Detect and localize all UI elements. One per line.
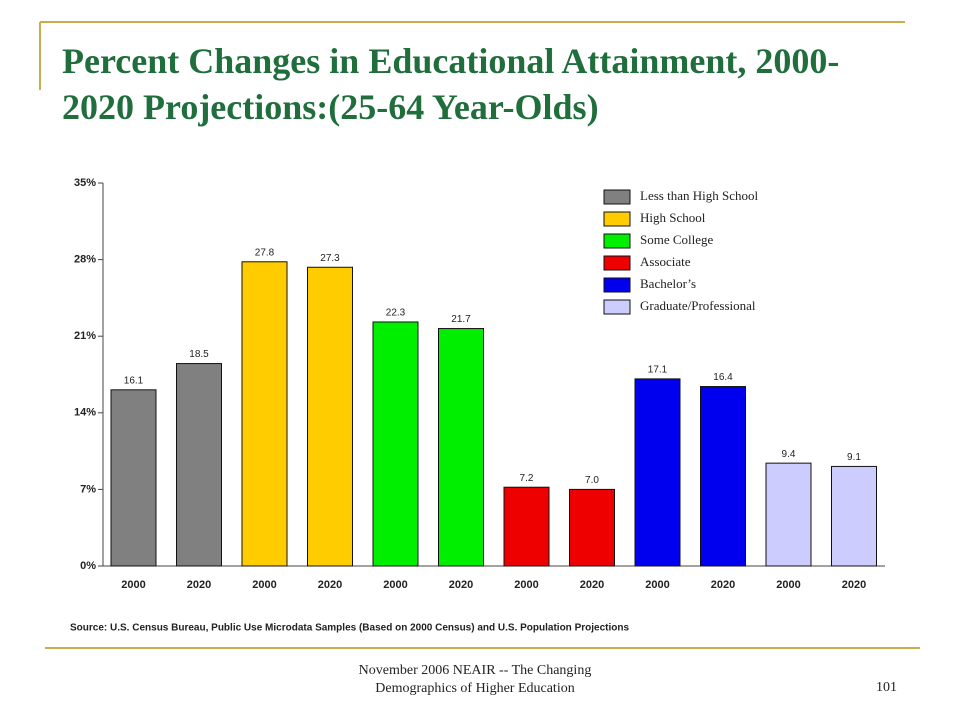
legend-swatch xyxy=(603,299,631,315)
bar xyxy=(241,261,288,567)
x-tick-label: 2020 xyxy=(187,579,211,591)
y-tick-label: 7% xyxy=(80,483,96,495)
bar xyxy=(831,465,877,567)
value-label: 27.3 xyxy=(320,253,340,264)
bar xyxy=(503,486,550,567)
value-label: 21.7 xyxy=(451,314,471,325)
x-tick-label: 2000 xyxy=(645,579,669,591)
value-label: 27.8 xyxy=(255,247,275,258)
y-tick-label: 14% xyxy=(74,407,96,419)
bar xyxy=(307,266,353,567)
value-label: 16.1 xyxy=(124,375,144,386)
value-label: 9.1 xyxy=(847,452,861,463)
x-tick-label: 2020 xyxy=(318,579,342,591)
page-number: 101 xyxy=(876,680,897,695)
x-tick-label: 2020 xyxy=(842,579,866,591)
bar xyxy=(700,386,746,567)
value-label: 17.1 xyxy=(648,365,668,376)
bar xyxy=(372,321,419,567)
legend-swatch xyxy=(603,277,631,293)
x-tick-label: 2000 xyxy=(121,579,145,591)
value-label: 9.4 xyxy=(782,449,796,460)
bar xyxy=(176,363,222,567)
legend-label: Associate xyxy=(640,254,691,269)
bar xyxy=(110,389,157,567)
value-label: 22.3 xyxy=(386,308,406,319)
x-tick-label: 2000 xyxy=(776,579,800,591)
y-tick-label: 21% xyxy=(74,330,96,342)
legend-label: Some College xyxy=(640,232,714,247)
legend-label: Graduate/Professional xyxy=(640,298,756,313)
x-tick-label: 2020 xyxy=(580,579,604,591)
legend-label: Less than High School xyxy=(640,188,758,203)
legend-label: Bachelor’s xyxy=(640,276,696,291)
x-tick-label: 2000 xyxy=(383,579,407,591)
legend-label: High School xyxy=(640,210,706,225)
legend-swatch xyxy=(603,189,631,205)
source-note: Source: U.S. Census Bureau, Public Use M… xyxy=(70,623,629,634)
value-label: 18.5 xyxy=(189,349,209,360)
legend-swatch xyxy=(603,233,631,249)
x-tick-label: 2000 xyxy=(514,579,538,591)
bar xyxy=(438,328,484,567)
bar xyxy=(765,462,812,567)
slide-title: Percent Changes in Educational Attainmen… xyxy=(62,41,840,127)
footer-text: November 2006 NEAIR -- The Changing Demo… xyxy=(358,663,592,696)
value-label: 7.0 xyxy=(585,475,599,486)
x-tick-label: 2020 xyxy=(711,579,735,591)
y-tick-label: 35% xyxy=(74,177,96,189)
legend-swatch xyxy=(603,211,631,227)
y-tick-label: 28% xyxy=(74,254,96,266)
y-tick-label: 0% xyxy=(80,560,96,572)
legend-swatch xyxy=(603,255,631,271)
x-tick-label: 2020 xyxy=(449,579,473,591)
bar xyxy=(569,488,615,567)
x-tick-label: 2000 xyxy=(252,579,276,591)
value-label: 7.2 xyxy=(520,473,534,484)
value-label: 16.4 xyxy=(713,372,733,383)
bar xyxy=(634,378,681,567)
